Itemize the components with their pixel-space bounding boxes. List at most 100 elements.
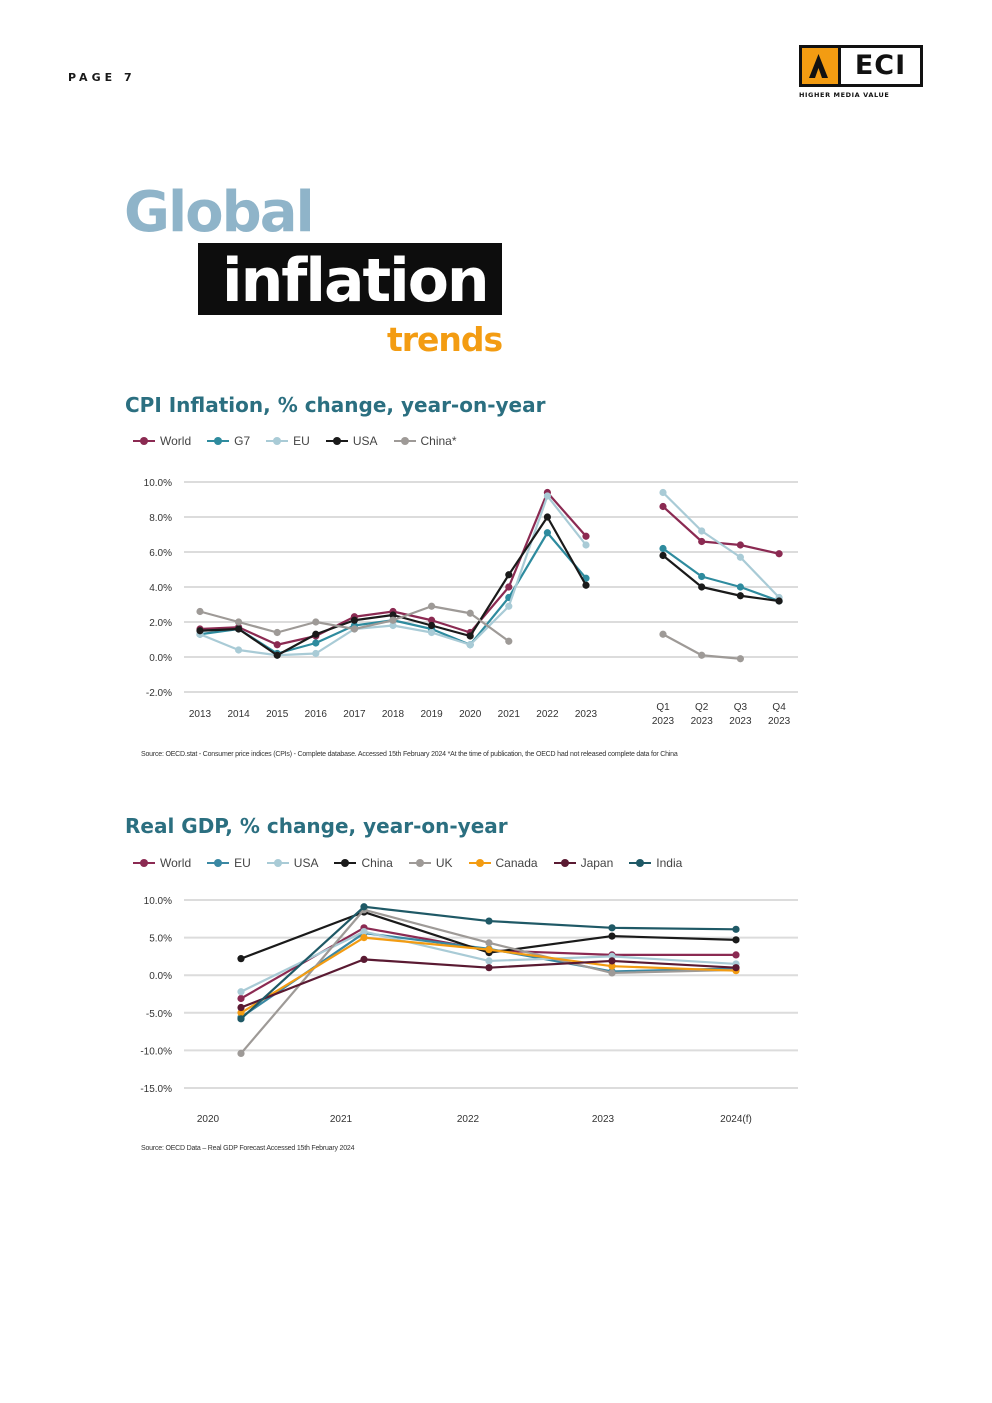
cpi-annual-series-usa-point-4 xyxy=(350,616,358,624)
eci-logo-tagline: HIGHER MEDIA VALUE xyxy=(799,91,890,99)
cpi-quarterly-series-china-point-2 xyxy=(736,655,745,663)
cpi-x-tick-quarter: Q2 xyxy=(695,702,709,713)
cpi-quarterly-series-eu xyxy=(659,488,783,602)
cpi-legend-swatch-eu xyxy=(266,436,289,446)
gdp-series-india-point-0 xyxy=(237,1015,245,1023)
cpi-x-tick: 2021 xyxy=(498,709,521,720)
gdp-series-india-point-2 xyxy=(485,917,493,925)
cpi-legend-china: China* xyxy=(393,434,457,448)
cpi-legend-label-usa: USA xyxy=(352,434,378,448)
cpi-x-tick: 2017 xyxy=(343,709,366,720)
gdp-legend-uk: UK xyxy=(408,856,453,870)
gdp-legend-world: World xyxy=(133,856,191,870)
gdp-legend-label-japan: Japan xyxy=(580,856,614,870)
cpi-annual-series-china-point-4 xyxy=(350,625,358,633)
gdp-series-japan-point-1 xyxy=(360,955,368,964)
cpi-annual-series-usa-point-3 xyxy=(312,630,320,638)
cpi-quarterly-series-eu-line xyxy=(662,491,780,599)
cpi-annual-series-eu-point-3 xyxy=(312,649,320,658)
gdp-chart: 10.0% 5.0% 0.0% -5.0% -10.0% -15.0% 2020 2021 20… xyxy=(140,896,798,1125)
cpi-quarterly-series-usa-line xyxy=(662,554,780,603)
cpi-legend-swatch-world xyxy=(133,436,155,446)
gdp-series-india-point-1 xyxy=(360,903,368,911)
cpi-x-tick: 2015 xyxy=(266,709,289,720)
cpi-x-tick-quarter: Q3 xyxy=(734,702,748,713)
cpi-x-tick-quarter: Q4 xyxy=(772,702,786,713)
gdp-legend-swatch-canada xyxy=(468,858,491,868)
gdp-x-tick: 2022 xyxy=(457,1114,480,1125)
gdp-series-world-point-0 xyxy=(237,994,245,1003)
gdp-legend-eu: EU xyxy=(207,856,251,870)
cpi-y-tick: 8.0% xyxy=(149,513,172,524)
cpi-legend-swatch-usa xyxy=(325,436,348,446)
cpi-annual-series-usa-point-6 xyxy=(428,621,436,630)
cpi-annual-series-world-point-10 xyxy=(582,532,590,540)
cpi-quarterly-series-usa-point-3 xyxy=(775,597,783,605)
cpi-annual-series-usa-point-8 xyxy=(505,571,513,579)
cpi-quarterly-series-china-point-1 xyxy=(698,651,706,659)
cpi-annual-series-world-point-8 xyxy=(505,583,513,591)
cpi-legend-label-g7: G7 xyxy=(234,434,251,448)
cpi-annual-series-china-point-8 xyxy=(505,637,513,645)
cpi-quarterly-series-world xyxy=(659,502,783,558)
gdp-series-canada-point-2 xyxy=(485,946,493,954)
cpi-legend-g7: G7 xyxy=(207,434,250,448)
cpi-chart-title: CPI Inflation, % change, year-on-year xyxy=(125,393,546,417)
gdp-legend-canada: Canada xyxy=(468,856,538,870)
cpi-quarterly-series-world-point-1 xyxy=(698,537,706,546)
cpi-annual-series-eu-point-9 xyxy=(543,492,552,500)
gdp-legend-label-uk: UK xyxy=(435,856,453,870)
eci-logo-text: ECI xyxy=(841,48,920,84)
cpi-quarterly-series-usa-point-2 xyxy=(736,592,745,600)
gdp-series-world-point-4 xyxy=(732,951,740,959)
cpi-annual-series-g7-point-9 xyxy=(543,529,552,537)
gdp-series-india xyxy=(237,903,740,1023)
gdp-legend-usa: USA xyxy=(266,856,318,870)
title-inflation: inflation xyxy=(222,246,490,316)
cpi-quarterly-series-eu-point-1 xyxy=(698,527,706,535)
gdp-legend-swatch-world xyxy=(133,858,155,868)
gdp-series-china-point-4 xyxy=(732,936,740,944)
cpi-legend-usa: USA xyxy=(325,434,378,448)
cpi-annual-series-eu-point-6 xyxy=(428,628,436,637)
cpi-y-tick: 4.0% xyxy=(149,583,172,594)
cpi-annual-series-world-point-6 xyxy=(428,616,436,624)
cpi-chart: 10.0% 8.0% 6.0% 4.0% 2.0% 0.0% -2.0% 2013 2014 20… xyxy=(144,478,798,727)
cpi-quarterly-series-world-point-0 xyxy=(659,502,667,511)
cpi-annual-series-china-point-3 xyxy=(312,618,320,626)
cpi-annual-series-china-point-1 xyxy=(235,618,243,626)
cpi-annual-series-china-point-0 xyxy=(196,607,204,616)
gdp-y-tick: 0.0% xyxy=(149,971,172,982)
cpi-quarterly-series-g7 xyxy=(659,544,783,605)
cpi-x-tick-year: 2023 xyxy=(691,716,714,727)
gdp-series-india-point-4 xyxy=(732,925,740,933)
gdp-x-tick: 2020 xyxy=(197,1114,220,1125)
gdp-series-japan-point-0 xyxy=(237,1003,245,1012)
gdp-series-usa-point-0 xyxy=(237,988,245,996)
gdp-x-tick: 2024(f) xyxy=(720,1114,752,1125)
gdp-series-uk-point-2 xyxy=(485,939,493,947)
cpi-quarterly-series-usa-point-0 xyxy=(659,551,667,560)
page-number: PAGE 7 xyxy=(68,71,136,84)
gdp-series-china-point-0 xyxy=(237,955,245,963)
cpi-source: Source: OECD.stat - Consumer price indic… xyxy=(141,751,678,758)
cpi-y-tick: 0.0% xyxy=(149,653,172,664)
cpi-annual-series-usa-point-10 xyxy=(582,581,590,589)
gdp-series-canada xyxy=(237,934,740,1017)
gdp-legend-china: China xyxy=(334,856,393,870)
cpi-annual-series-china-point-6 xyxy=(428,602,436,610)
gdp-series-japan-point-3 xyxy=(608,957,616,965)
gdp-x-tick: 2023 xyxy=(592,1114,615,1125)
gdp-legend-label-canada: Canada xyxy=(495,856,538,870)
gdp-chart-title: Real GDP, % change, year-on-year xyxy=(125,814,508,838)
cpi-quarterly-series-china xyxy=(659,630,745,663)
cpi-annual-series-eu-point-5 xyxy=(389,621,397,630)
cpi-y-tick: 6.0% xyxy=(149,548,172,559)
cpi-x-tick: 2016 xyxy=(305,709,328,720)
eci-logo-mark-icon xyxy=(802,48,841,84)
cpi-quarterly-series-g7-point-1 xyxy=(698,572,706,581)
gdp-series-japan xyxy=(237,955,740,1012)
cpi-annual-series-usa-point-0 xyxy=(196,627,204,635)
cpi-x-tick: 2019 xyxy=(420,709,443,720)
gdp-legend-swatch-china xyxy=(334,858,357,868)
